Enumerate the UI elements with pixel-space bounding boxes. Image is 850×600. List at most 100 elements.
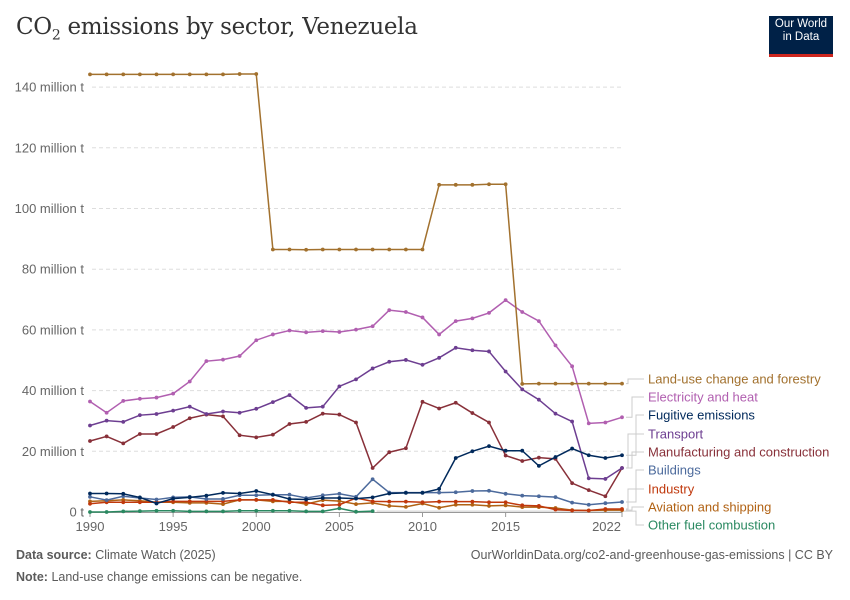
data-point — [104, 498, 109, 503]
data-point — [88, 501, 92, 506]
data-point — [237, 354, 242, 358]
y-tick-label: 120 million t — [15, 140, 85, 155]
source-link[interactable]: Climate Watch (2025) — [95, 548, 216, 562]
data-point — [337, 412, 342, 417]
data-point — [171, 425, 176, 429]
data-point — [287, 508, 292, 513]
legend-label: Industry — [648, 482, 695, 497]
data-point — [586, 508, 591, 513]
data-point — [453, 182, 458, 187]
legend-label: Transport — [648, 427, 704, 442]
data-point — [453, 345, 458, 350]
legend-label: Fugitive emissions — [648, 408, 755, 423]
data-point — [487, 504, 491, 508]
data-point — [586, 453, 591, 458]
data-point — [603, 381, 608, 386]
data-point — [503, 182, 508, 187]
data-point — [237, 508, 242, 513]
data-point — [586, 421, 591, 426]
data-point — [370, 509, 375, 513]
data-point — [586, 502, 591, 507]
data-point — [503, 500, 508, 505]
data-point — [137, 432, 142, 436]
data-point — [270, 508, 275, 513]
data-point — [620, 466, 624, 470]
data-point — [254, 508, 259, 513]
legend-connector — [376, 510, 644, 526]
y-tick-label: 100 million t — [15, 201, 85, 216]
y-tick-label: 140 million t — [15, 80, 85, 95]
data-point — [121, 500, 126, 505]
data-point — [221, 502, 225, 507]
data-point — [304, 419, 309, 424]
legend-label: Aviation and shipping — [648, 500, 771, 515]
data-point — [204, 509, 209, 514]
data-point — [154, 72, 159, 77]
data-point — [470, 499, 475, 504]
data-point — [254, 72, 259, 76]
footnote: Note: Land-use change emissions can be n… — [16, 570, 303, 584]
y-tick-label: 80 million t — [22, 262, 85, 277]
chart-title: CO2 emissions by sector, Venezuela — [16, 14, 418, 44]
data-point — [570, 446, 575, 451]
data-point — [287, 328, 292, 333]
data-point — [620, 381, 624, 386]
data-point — [88, 72, 92, 77]
footer-url[interactable]: OurWorldinData.org/co2-and-greenhouse-ga… — [470, 548, 833, 562]
owid-logo[interactable]: Our World in Data — [769, 16, 833, 57]
data-point — [387, 504, 392, 508]
data-point — [104, 72, 109, 77]
data-point — [221, 490, 225, 495]
data-point — [470, 502, 475, 507]
data-point — [320, 329, 325, 334]
data-point — [221, 72, 225, 77]
data-point — [536, 494, 541, 499]
data-point — [254, 435, 259, 440]
data-point — [304, 247, 309, 252]
data-point — [586, 488, 591, 493]
data-point — [503, 448, 508, 453]
data-point — [204, 497, 209, 501]
data-point — [154, 508, 159, 513]
data-point — [254, 489, 259, 493]
data-point — [304, 500, 309, 505]
data-point — [88, 423, 92, 428]
data-point — [304, 405, 309, 410]
data-point — [237, 497, 242, 502]
data-point — [171, 408, 176, 413]
data-point — [470, 348, 475, 353]
data-point — [453, 502, 458, 507]
data-point — [237, 410, 242, 415]
data-point — [354, 327, 358, 332]
data-point — [370, 495, 375, 500]
data-point — [270, 332, 275, 337]
data-point — [204, 359, 209, 364]
data-point — [553, 507, 558, 512]
data-point — [354, 420, 358, 425]
data-point — [171, 72, 176, 77]
data-point — [570, 508, 575, 513]
data-point — [570, 500, 575, 505]
data-point — [354, 377, 358, 382]
data-point — [320, 411, 325, 416]
data-point — [137, 500, 142, 505]
data-point — [487, 488, 491, 493]
data-point — [237, 491, 242, 496]
data-point — [354, 509, 358, 514]
data-point — [104, 434, 109, 439]
data-point — [137, 396, 142, 401]
data-point — [187, 379, 192, 384]
series-land-use-change-and-forestry: Land-use change and forestry — [88, 72, 821, 387]
data-point — [403, 247, 408, 252]
data-point — [171, 508, 176, 513]
series-line — [90, 73, 622, 385]
legend-label: Other fuel combustion — [648, 518, 775, 533]
x-tick-label: 2015 — [491, 519, 520, 534]
data-point — [187, 404, 192, 409]
data-point — [254, 493, 259, 498]
legend-label: Manufacturing and construction — [648, 445, 829, 460]
data-point — [437, 332, 442, 337]
data-point — [270, 247, 275, 252]
data-point — [453, 456, 458, 460]
series-line — [89, 400, 623, 498]
